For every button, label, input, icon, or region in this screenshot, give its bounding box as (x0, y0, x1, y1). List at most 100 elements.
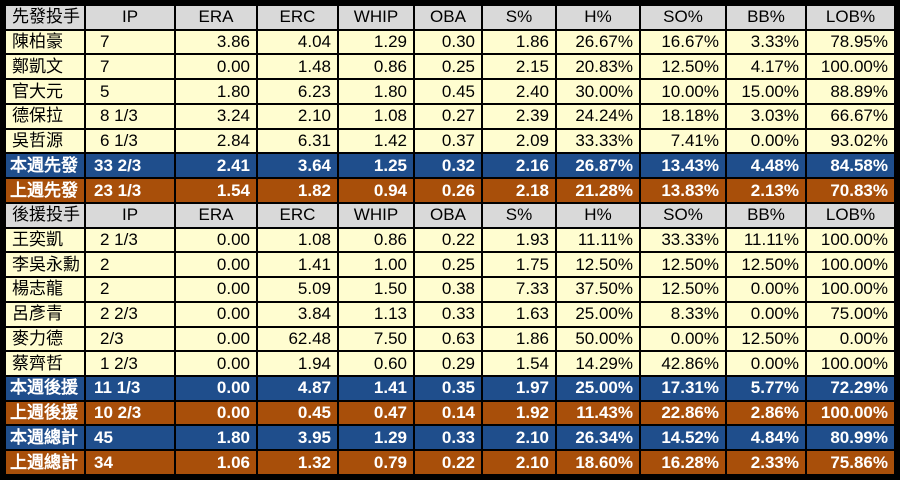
stat-cell: 1.54 (176, 179, 256, 202)
stat-cell: 25.00% (557, 377, 639, 400)
stat-cell: 17.31% (641, 377, 725, 400)
stat-cell: 1.50 (339, 278, 413, 301)
this-week-total-row: 本週總計 45 1.80 3.95 1.29 0.33 2.10 26.34% 14.52% 4.… (6, 426, 894, 450)
stat-cell: 1.25 (339, 154, 413, 178)
stat-cell: 30.00% (557, 80, 639, 103)
stat-cell: 0.22 (415, 228, 481, 252)
stat-cell: 100.00% (807, 55, 894, 79)
player-row: 鄭凱文 7 0.00 1.48 0.86 0.25 2.15 20.83% 12.50% 4.17… (6, 55, 894, 79)
stat-cell: 100.00% (807, 401, 894, 425)
stat-cell: 1.86 (483, 327, 555, 351)
stat-cell: 14.52% (641, 426, 725, 450)
stat-cell: 1.00 (339, 253, 413, 277)
row-label-cell: 本週總計 (6, 426, 84, 450)
stat-cell: 25.00% (557, 302, 639, 326)
player-row: 呂彥青 2 2/3 0.00 3.84 1.13 0.33 1.63 25.00% 8.33% 0… (6, 302, 894, 326)
stat-cell: 1.80 (176, 80, 256, 103)
stat-cell: 1.54 (483, 352, 555, 376)
stat-cell: 7 (86, 30, 174, 54)
stat-cell: 0.00 (176, 327, 256, 351)
stat-cell: 26.87% (557, 154, 639, 178)
stat-cell: 18.60% (557, 451, 639, 474)
stat-cell: 1.94 (258, 352, 337, 376)
row-label-cell: 蔡齊哲 (6, 352, 84, 376)
player-row: 吳哲源 6 1/3 2.84 6.31 1.42 0.37 2.09 33.33% 7.41% 0… (6, 129, 894, 153)
stat-cell: 2.09 (483, 129, 555, 153)
stat-cell: 18.18% (641, 104, 725, 128)
stat-cell: 6.31 (258, 129, 337, 153)
stat-cell: 16.28% (641, 451, 725, 474)
stat-cell: 1.93 (483, 228, 555, 252)
stat-cell: 7 (86, 55, 174, 79)
stat-cell: 7.41% (641, 129, 725, 153)
stat-cell: 5.09 (258, 278, 337, 301)
stat-cell: 2.33% (727, 451, 805, 474)
stat-cell: 84.58% (807, 154, 894, 178)
stat-cell: 10 2/3 (86, 401, 174, 425)
stat-cell: 7.33 (483, 278, 555, 301)
column-header-cell: SO% (641, 203, 725, 227)
stat-cell: 0.45 (415, 80, 481, 103)
stat-cell: 2.40 (483, 80, 555, 103)
stat-cell: 26.34% (557, 426, 639, 450)
row-label-cell: 上週後援 (6, 401, 84, 425)
stat-cell: 0.00% (641, 327, 725, 351)
stat-cell: 12.50% (641, 253, 725, 277)
row-label-cell: 上週先發 (6, 179, 84, 202)
stat-cell: 6 1/3 (86, 129, 174, 153)
row-label-cell: 麥力德 (6, 327, 84, 351)
stat-cell: 2 1/3 (86, 228, 174, 252)
stat-cell: 4.17% (727, 55, 805, 79)
stat-cell: 0.00 (176, 278, 256, 301)
stat-cell: 80.99% (807, 426, 894, 450)
row-label-cell: 楊志龍 (6, 278, 84, 301)
stat-cell: 3.86 (176, 30, 256, 54)
stat-cell: 0.79 (339, 451, 413, 474)
stat-cell: 0.00 (176, 253, 256, 277)
column-header-cell: IP (86, 203, 174, 227)
stat-cell: 0.00 (176, 55, 256, 79)
stat-cell: 7.50 (339, 327, 413, 351)
stat-cell: 1.63 (483, 302, 555, 326)
stat-cell: 70.83% (807, 179, 894, 202)
stat-cell: 2.41 (176, 154, 256, 178)
stat-cell: 5 (86, 80, 174, 103)
stat-cell: 1.06 (176, 451, 256, 474)
pitching-stats-table: 先發投手 IP ERA ERC WHIP OBA S% H% SO% BB% LOB% 陳柏豪 7 3.8… (4, 4, 896, 476)
stat-cell: 0.60 (339, 352, 413, 376)
row-label-cell: 德保拉 (6, 104, 84, 128)
column-header-cell: ERC (258, 6, 337, 29)
player-row: 楊志龍 2 0.00 5.09 1.50 0.38 7.33 37.50% 12.50% 0.00… (6, 278, 894, 301)
player-row: 官大元 5 1.80 6.23 1.80 0.45 2.40 30.00% 10.00% 15.0… (6, 80, 894, 103)
column-header-cell: IP (86, 6, 174, 29)
stat-cell: 1.42 (339, 129, 413, 153)
stat-cell: 0.00% (727, 302, 805, 326)
player-row: 王奕凱 2 1/3 0.00 1.08 0.86 0.22 1.93 11.11% 33.33%… (6, 228, 894, 252)
player-row: 麥力德 2/3 0.00 62.48 7.50 0.63 1.86 50.00% 0.00% 1… (6, 327, 894, 351)
stat-cell: 33.33% (641, 228, 725, 252)
stat-cell: 0.94 (339, 179, 413, 202)
stat-cell: 2 (86, 253, 174, 277)
stat-cell: 0.38 (415, 278, 481, 301)
stat-cell: 0.32 (415, 154, 481, 178)
stat-cell: 0.00 (176, 377, 256, 400)
stat-cell: 72.29% (807, 377, 894, 400)
column-header-cell: S% (483, 6, 555, 29)
stat-cell: 0.29 (415, 352, 481, 376)
column-header-cell: ERC (258, 203, 337, 227)
stat-cell: 62.48 (258, 327, 337, 351)
stat-cell: 2.86% (727, 401, 805, 425)
column-header-cell: OBA (415, 6, 481, 29)
stat-cell: 2/3 (86, 327, 174, 351)
column-header-cell: WHIP (339, 6, 413, 29)
player-row: 德保拉 8 1/3 3.24 2.10 1.08 0.27 2.39 24.24% 18.18%… (6, 104, 894, 128)
row-label-cell: 李吳永勳 (6, 253, 84, 277)
stat-cell: 0.86 (339, 228, 413, 252)
stat-cell: 0.00% (807, 327, 894, 351)
stat-cell: 0.26 (415, 179, 481, 202)
last-week-total-row: 上週後援 10 2/3 0.00 0.45 0.47 0.14 1.92 11.43% 22.8… (6, 401, 894, 425)
stat-cell: 1.08 (339, 104, 413, 128)
stat-cell: 0.47 (339, 401, 413, 425)
stat-cell: 1.80 (176, 426, 256, 450)
stat-cell: 15.00% (727, 80, 805, 103)
